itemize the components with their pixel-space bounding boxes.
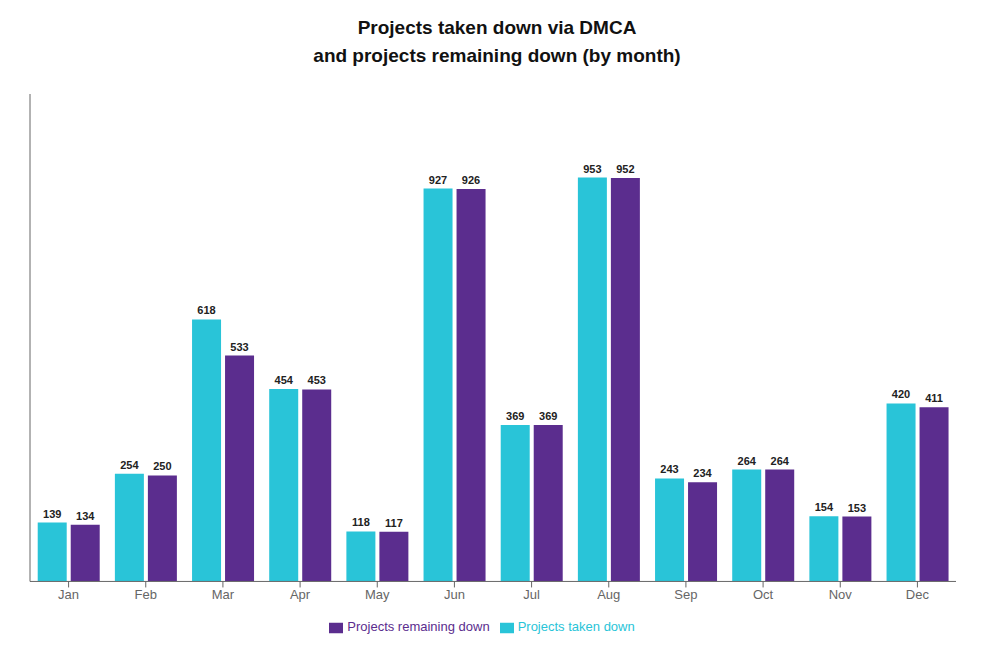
svg-text:Aug: Aug: [597, 587, 620, 602]
svg-text:118: 118: [352, 516, 370, 528]
svg-text:Oct: Oct: [753, 587, 774, 602]
html-text:and projects remaining down (b: and projects remaining down (by month): [313, 45, 681, 66]
svg-text:Jan: Jan: [58, 587, 79, 602]
svg-text:927: 927: [429, 174, 447, 186]
svg-text:May: May: [365, 587, 390, 602]
html-text:Projects remaining down: Projects remaining down: [347, 619, 490, 635]
svg-text:264: 264: [771, 455, 790, 467]
svg-text:234: 234: [693, 467, 712, 479]
svg-text:154: 154: [815, 501, 834, 513]
svg-text:454: 454: [275, 374, 294, 386]
svg-text:926: 926: [462, 174, 480, 186]
svg-text:Feb: Feb: [135, 587, 157, 602]
svg-text:533: 533: [230, 341, 248, 353]
svg-text:Nov: Nov: [829, 587, 853, 602]
svg-text:952: 952: [616, 163, 634, 175]
svg-text:264: 264: [738, 455, 757, 467]
html-text:Projects taken down: Projects taken down: [517, 619, 635, 635]
svg-text:369: 369: [506, 410, 524, 422]
svg-text:420: 420: [892, 388, 910, 400]
svg-text:Jun: Jun: [444, 587, 465, 602]
svg-text:153: 153: [848, 502, 866, 514]
html-text:Projects taken down via DMCA: Projects taken down via DMCA: [357, 17, 637, 38]
svg-text:Jul: Jul: [523, 587, 540, 602]
svg-text:243: 243: [660, 463, 678, 475]
svg-text:139: 139: [43, 508, 61, 520]
svg-text:411: 411: [925, 392, 943, 404]
svg-text:117: 117: [385, 517, 403, 529]
svg-text:Dec: Dec: [906, 587, 930, 602]
svg-text:254: 254: [120, 459, 139, 471]
svg-text:953: 953: [583, 163, 601, 175]
svg-text:250: 250: [153, 460, 171, 472]
svg-text:Apr: Apr: [290, 587, 311, 602]
svg-text:618: 618: [197, 304, 215, 316]
svg-text:Mar: Mar: [212, 587, 235, 602]
svg-text:369: 369: [539, 410, 557, 422]
svg-text:Sep: Sep: [674, 587, 697, 602]
svg-text:134: 134: [76, 510, 95, 522]
svg-text:453: 453: [308, 374, 326, 386]
